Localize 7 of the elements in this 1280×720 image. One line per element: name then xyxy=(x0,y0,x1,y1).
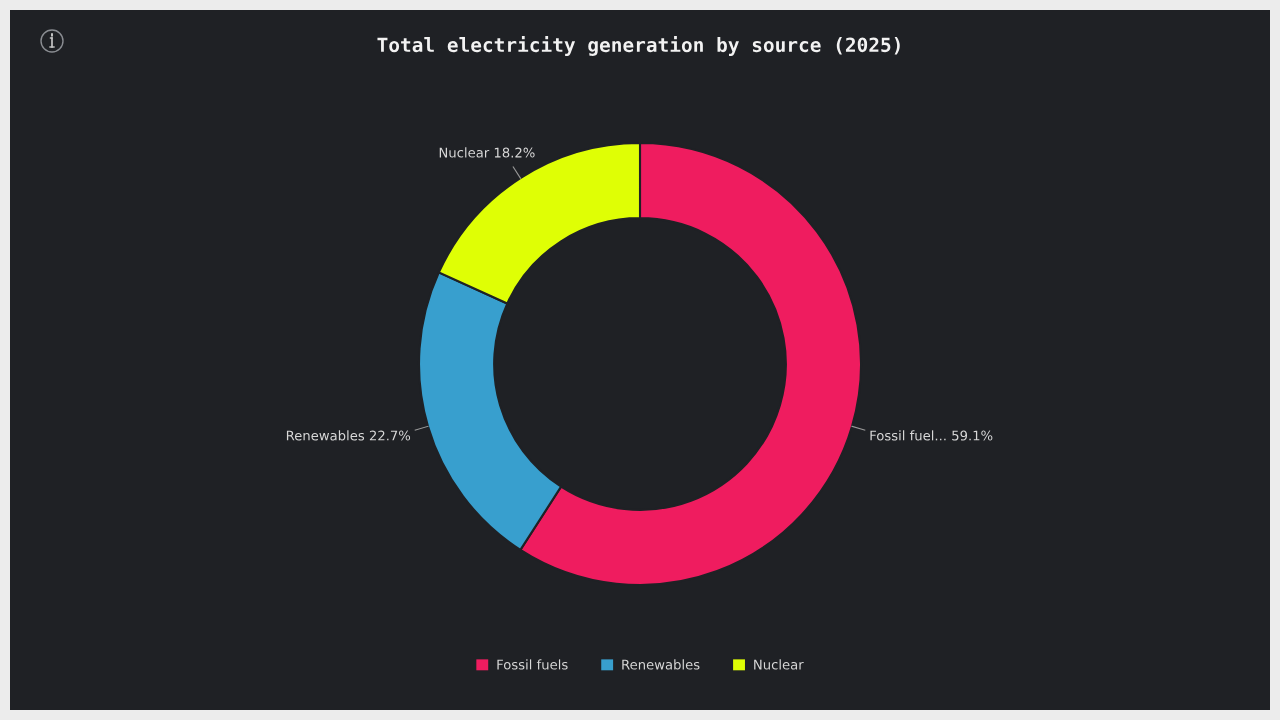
chart-title: Total electricity generation by source (2025) xyxy=(377,36,900,56)
legend-label: Renewables xyxy=(622,659,700,670)
legend-label: Nuclear xyxy=(754,659,804,670)
legend-label: Fossil fuels xyxy=(497,659,568,670)
data-label: Renewables 22.7% xyxy=(286,430,411,441)
data-label: Nuclear 18.2% xyxy=(439,147,535,158)
data-label: Fossil fuel... 59.1% xyxy=(870,430,993,441)
